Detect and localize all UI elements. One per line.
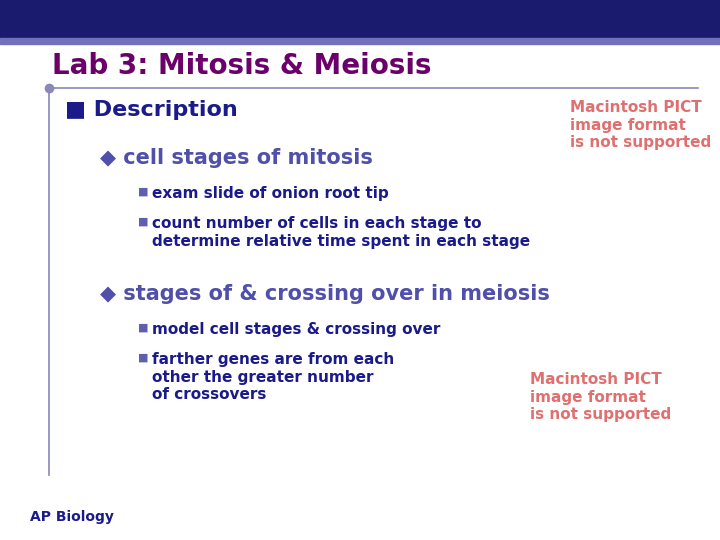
Bar xyxy=(0,38,720,44)
Text: exam slide of onion root tip: exam slide of onion root tip xyxy=(152,186,389,201)
Bar xyxy=(0,0,720,38)
Text: Macintosh PICT
image format
is not supported: Macintosh PICT image format is not suppo… xyxy=(530,372,671,422)
Text: Lab 3: Mitosis & Meiosis: Lab 3: Mitosis & Meiosis xyxy=(52,52,431,80)
Text: farther genes are from each
other the greater number
of crossovers: farther genes are from each other the gr… xyxy=(152,352,395,402)
Text: count number of cells in each stage to
determine relative time spent in each sta: count number of cells in each stage to d… xyxy=(152,217,530,249)
Text: ■: ■ xyxy=(138,217,148,226)
Text: Macintosh PICT
image format
is not supported: Macintosh PICT image format is not suppo… xyxy=(570,100,711,150)
Text: ■: ■ xyxy=(138,322,148,332)
Text: ■: ■ xyxy=(138,186,148,196)
Text: ◆ cell stages of mitosis: ◆ cell stages of mitosis xyxy=(100,148,373,168)
Text: model cell stages & crossing over: model cell stages & crossing over xyxy=(152,322,441,338)
Text: ■: ■ xyxy=(138,352,148,362)
Text: AP Biology: AP Biology xyxy=(30,510,114,524)
Text: ◆ stages of & crossing over in meiosis: ◆ stages of & crossing over in meiosis xyxy=(100,284,550,304)
Text: ■ Description: ■ Description xyxy=(65,100,238,120)
